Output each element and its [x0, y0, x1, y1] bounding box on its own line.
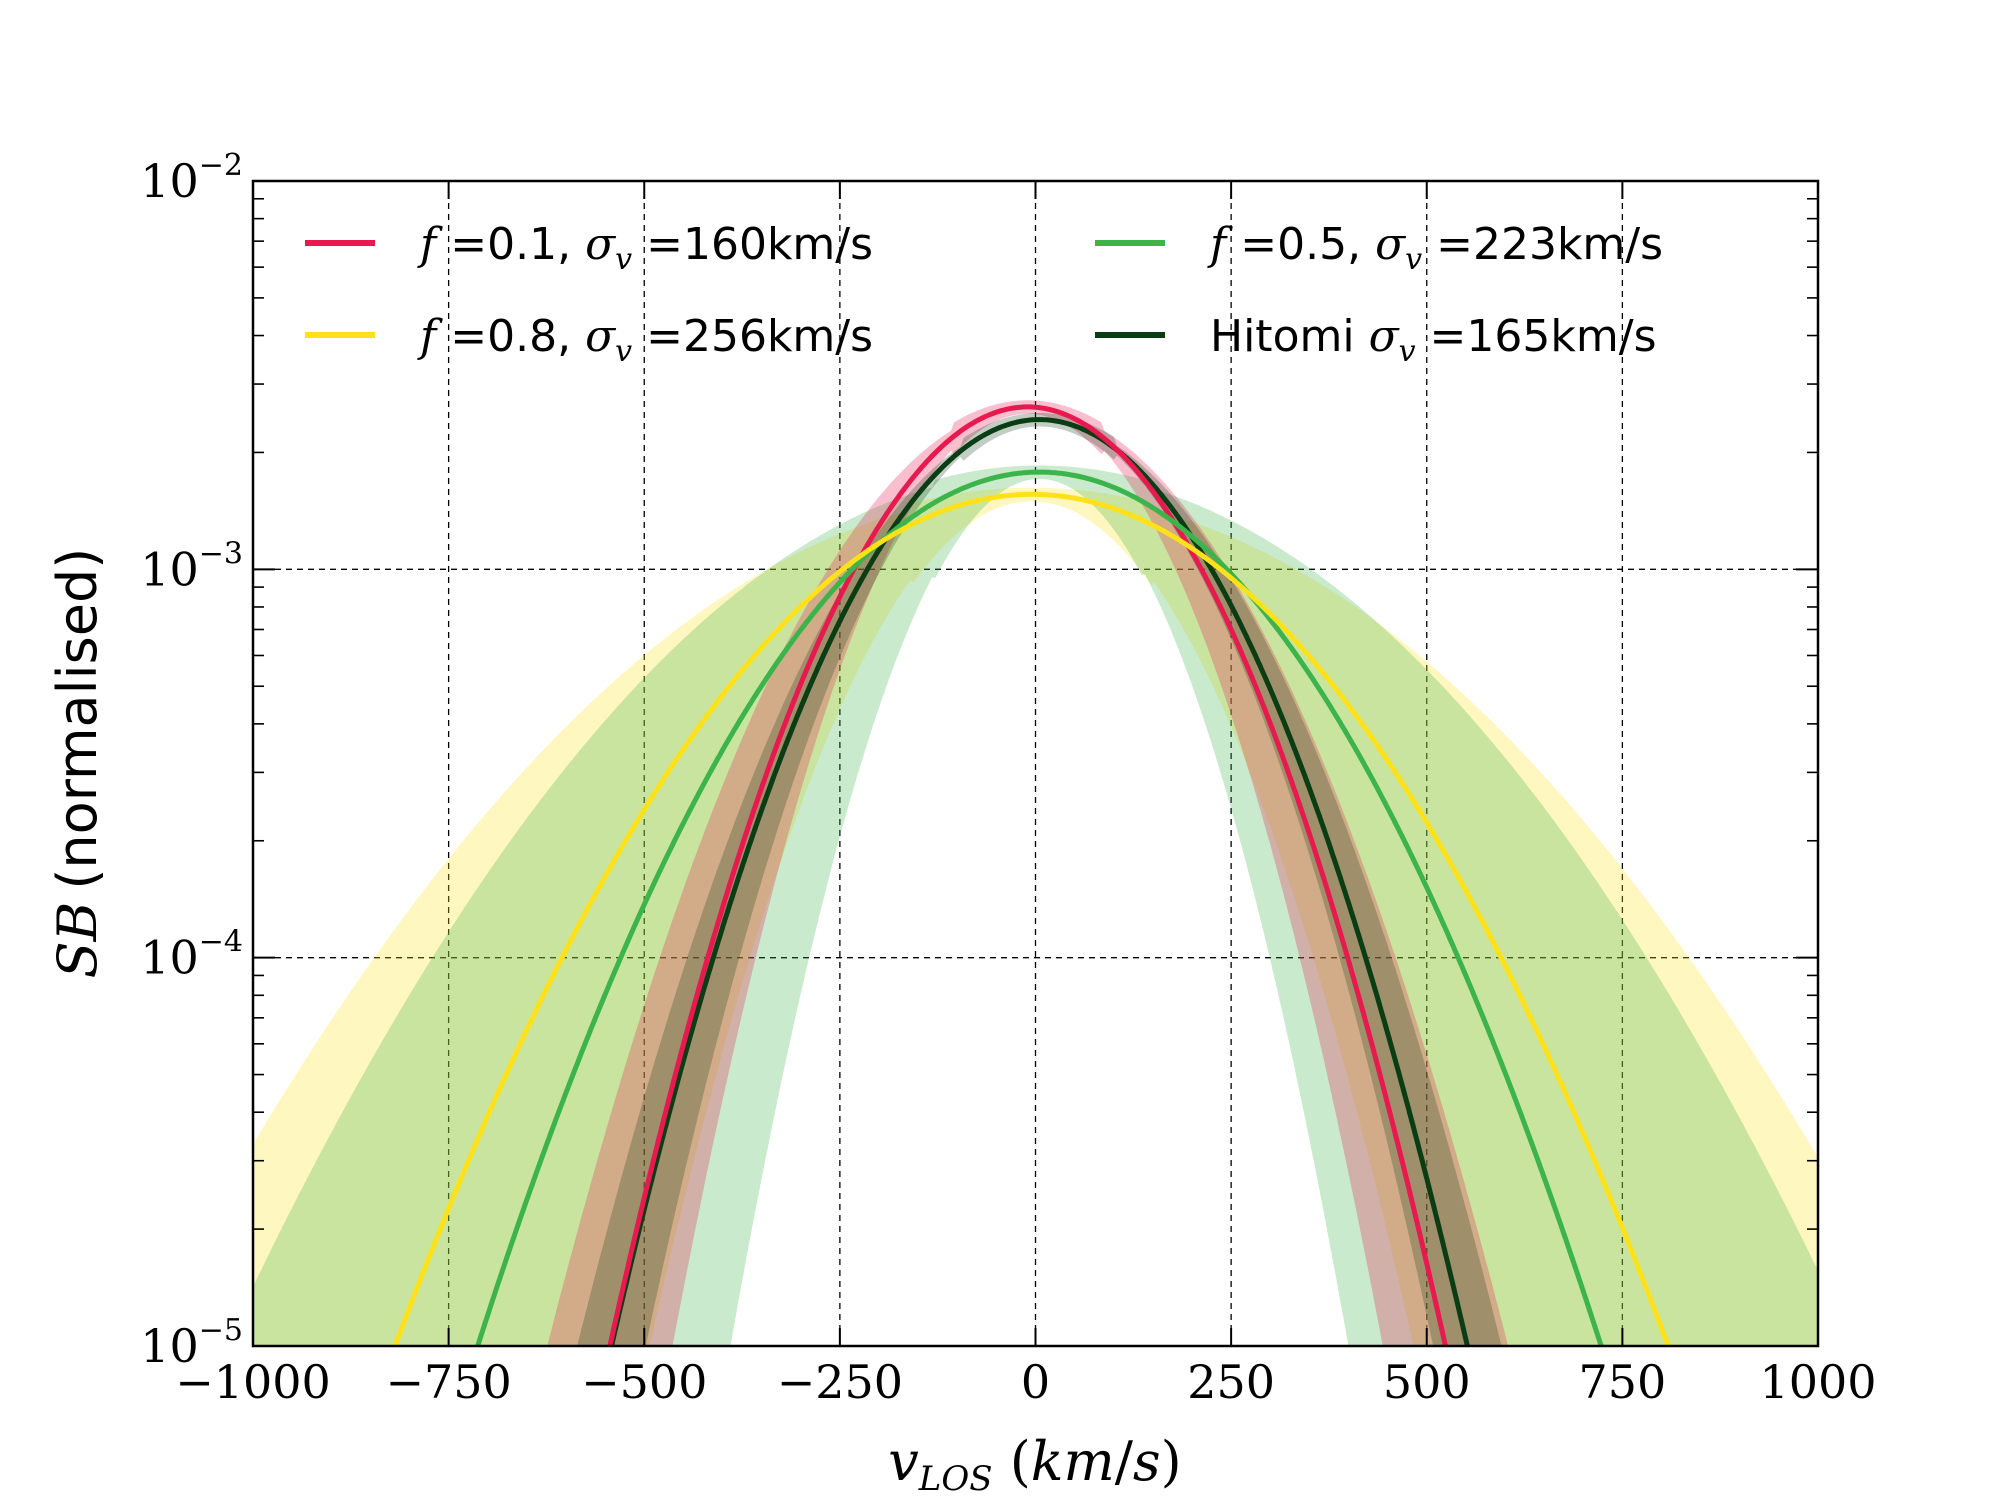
legend: f =0.1, σv =160km/s f =0.5, σv =223km/s f …: [305, 219, 1663, 369]
x-axis-label: vLOS (km/s): [888, 1430, 1181, 1499]
x-tick-label: 250: [1187, 1355, 1275, 1409]
x-tick-label: 1000: [1759, 1355, 1876, 1409]
x-tick-label: −750: [385, 1355, 511, 1409]
series-band: [253, 465, 1818, 1346]
legend-entry: f =0.5, σv =223km/s: [1207, 219, 1663, 277]
x-tick-label: 750: [1578, 1355, 1666, 1409]
legend-entry: f =0.1, σv =160km/s: [417, 219, 873, 277]
series-line: [392, 491, 1671, 1346]
legend-entry: Hitomi σv =165km/s: [1210, 311, 1657, 369]
x-tick-label: −1000: [175, 1355, 331, 1409]
x-tick-label: 500: [1383, 1355, 1471, 1409]
series-line: [475, 469, 1604, 1346]
x-tick-label: −500: [581, 1355, 707, 1409]
legend-entry: f =0.8, σv =256km/s: [417, 311, 873, 369]
series-band: [253, 487, 1818, 1346]
y-tick-label: 10−5: [140, 1313, 243, 1373]
grid: [253, 181, 1818, 1346]
series-lines: [392, 404, 1671, 1346]
x-tick-label: 0: [1021, 1355, 1050, 1409]
plot-frame: [251, 179, 1820, 1348]
tick-labels: −1000 −750 −500 −250 0 250 500 750 1000 10−5 10−4 1…: [140, 148, 1876, 1409]
series-line: [608, 417, 1470, 1346]
confidence-bands: [253, 400, 1818, 1346]
y-axis-label: SB(normalised): [46, 548, 109, 979]
series-line: [607, 404, 1449, 1346]
y-tick-label: 10−2: [140, 148, 243, 208]
y-tick-label: 10−3: [140, 536, 243, 596]
y-tick-label: 10−4: [140, 925, 243, 985]
x-tick-label: −250: [777, 1355, 903, 1409]
